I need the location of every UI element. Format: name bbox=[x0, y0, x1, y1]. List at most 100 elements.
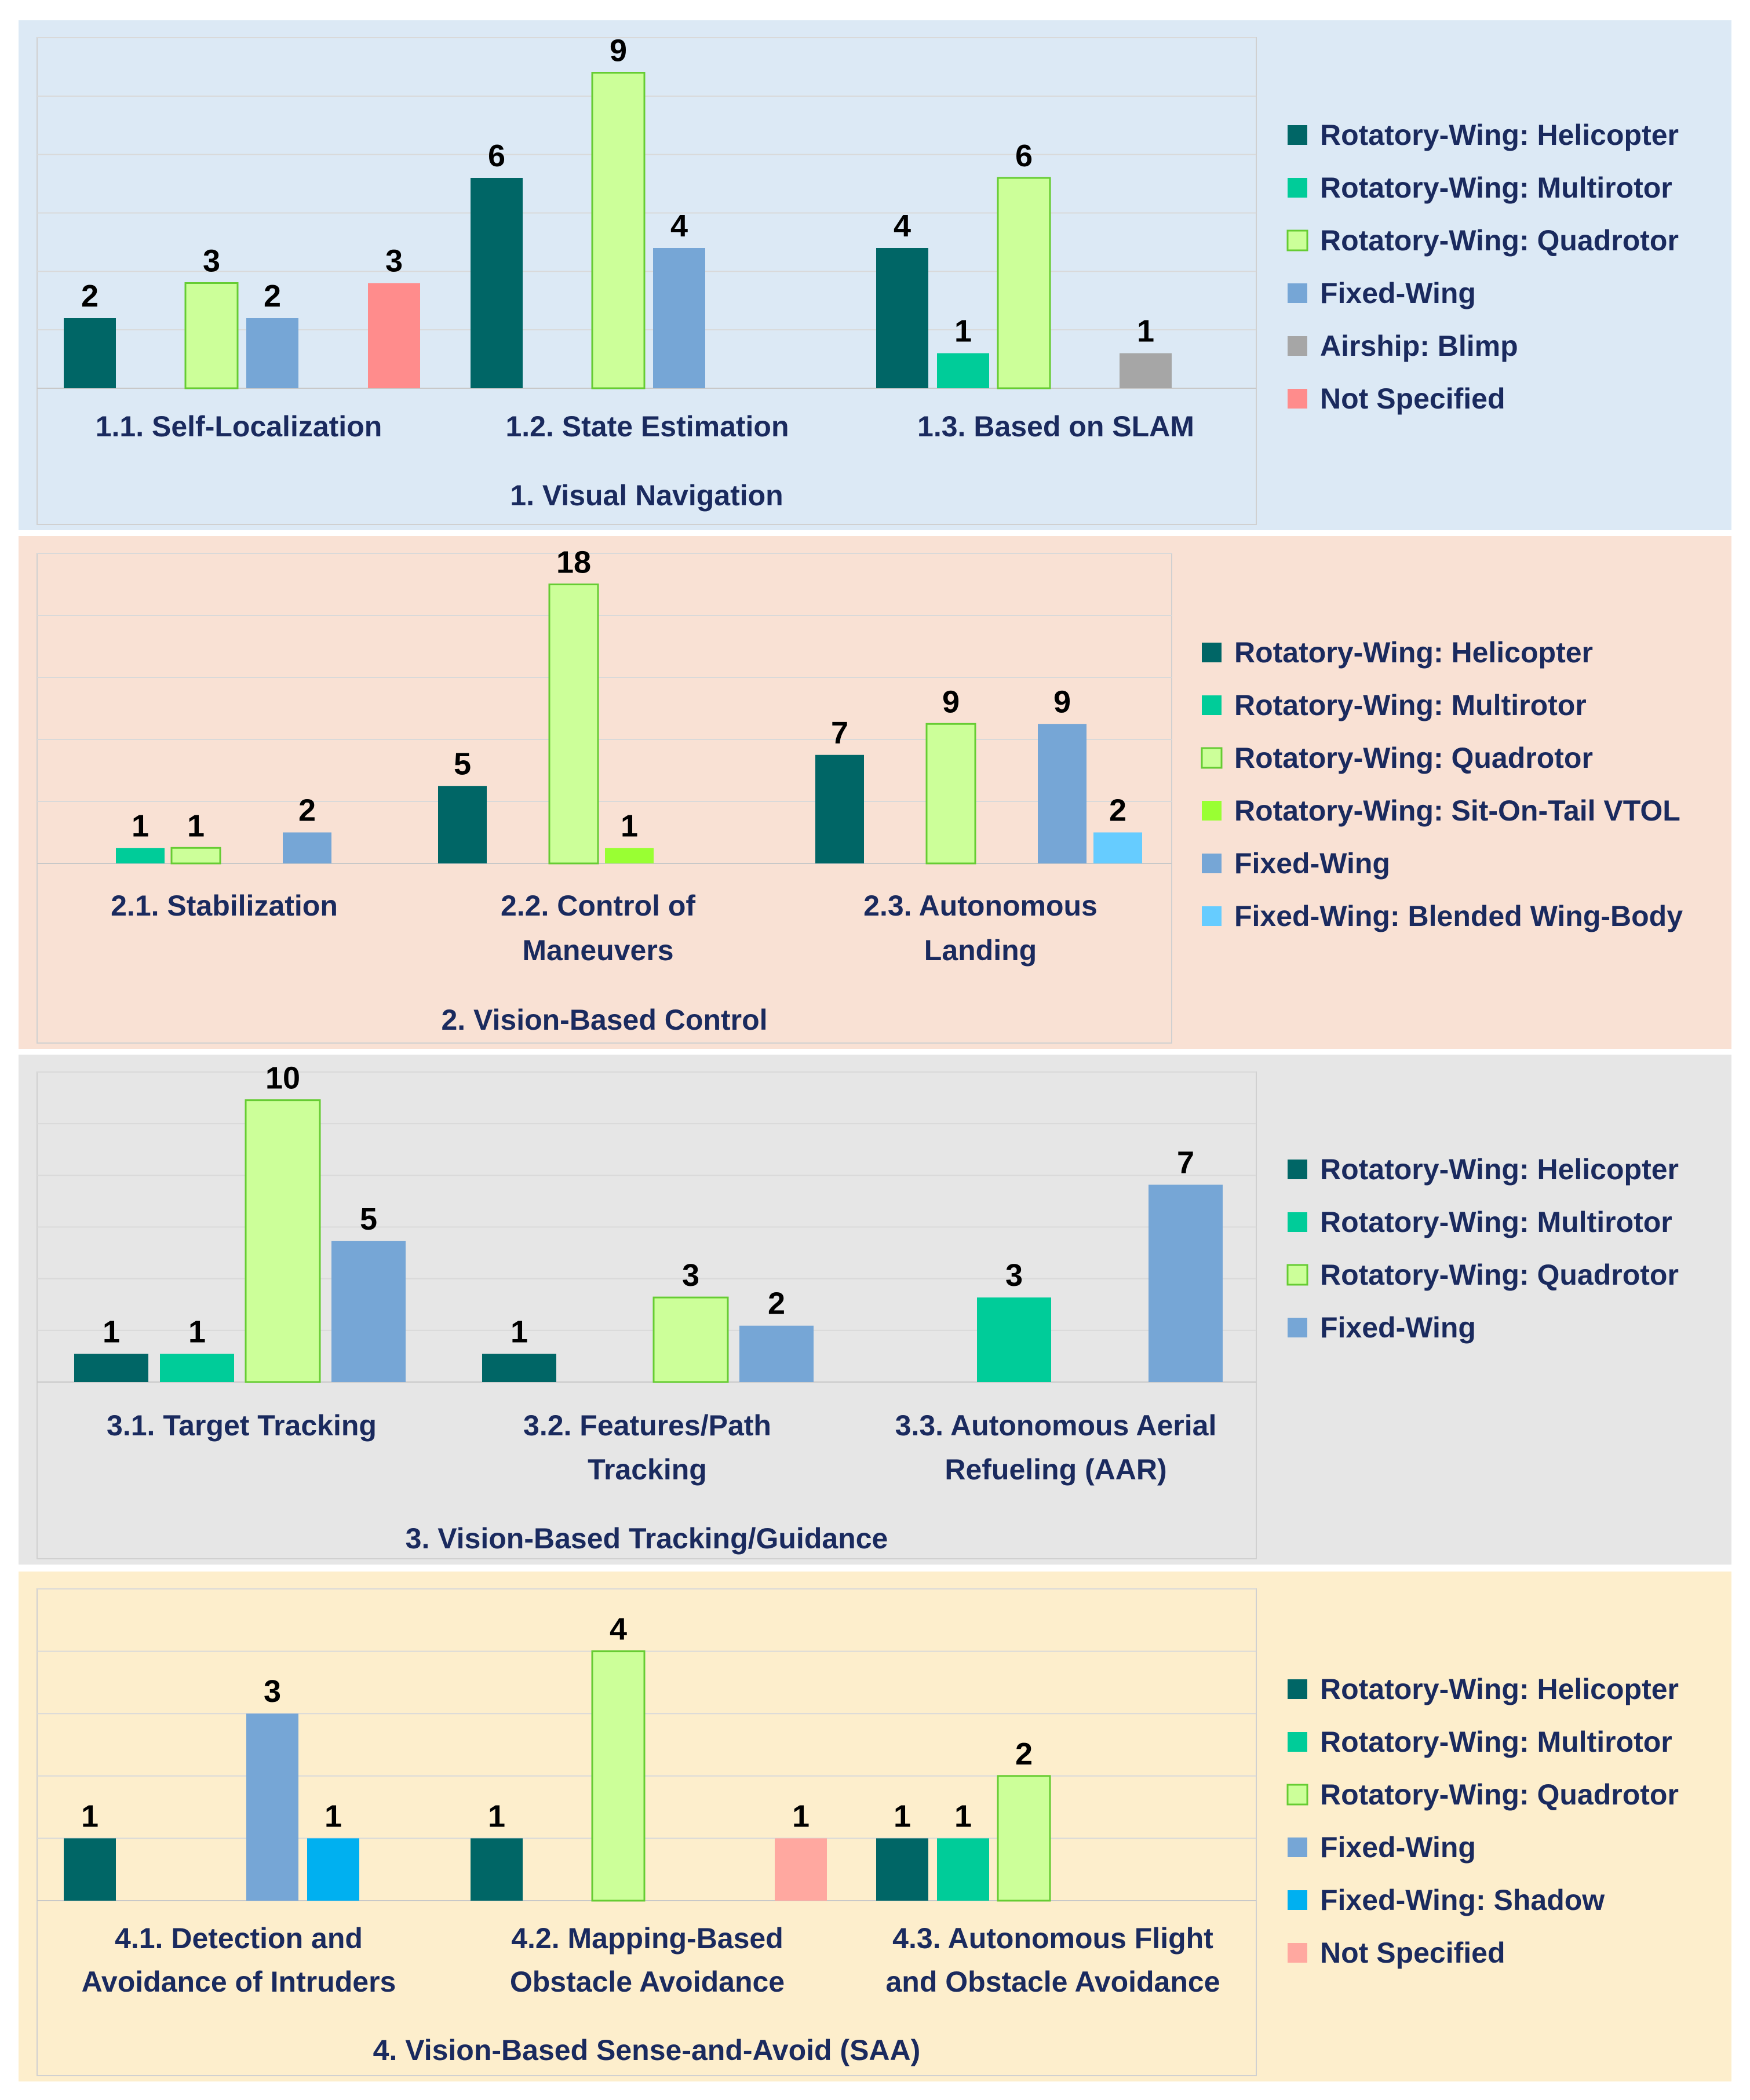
legend-label: Rotatory-Wing: Helicopter bbox=[1320, 1673, 1679, 1705]
data-label: 1 bbox=[488, 1799, 505, 1833]
legend-swatch bbox=[1288, 389, 1307, 409]
category-label: 2.1. Stabilization bbox=[111, 889, 338, 922]
data-label: 5 bbox=[454, 746, 471, 781]
chart-title: 4. Vision-Based Sense-and-Avoid (SAA) bbox=[373, 2034, 921, 2066]
category-label: 1.3. Based on SLAM bbox=[917, 410, 1194, 443]
legend-label: Not Specified bbox=[1320, 1937, 1505, 1969]
legend-label: Rotatory-Wing: Multirotor bbox=[1320, 1726, 1672, 1758]
legend-swatch bbox=[1202, 801, 1222, 821]
data-label: 1 bbox=[103, 1314, 120, 1349]
chart-title: 3. Vision-Based Tracking/Guidance bbox=[406, 1522, 888, 1555]
panel-vision-based-saa: 1 3 1 1 4 1 1 1 2 4.1. Detection and Avoidance of … bbox=[19, 1572, 1731, 2081]
legend-label: Fixed-Wing bbox=[1320, 1311, 1476, 1344]
legend-label: Rotatory-Wing: Helicopter bbox=[1320, 1153, 1679, 1186]
bar-rotatory-wing-helicopter-3 bbox=[876, 248, 928, 388]
bar-rotatory-wing-multirotor-1 bbox=[160, 1354, 234, 1382]
legend-swatch bbox=[1288, 283, 1307, 303]
data-label: 2 bbox=[264, 279, 281, 313]
data-label: 9 bbox=[610, 34, 627, 68]
legend-label: Fixed-Wing: Shadow bbox=[1320, 1884, 1605, 1916]
plot-frame bbox=[37, 1588, 1257, 2076]
category-label: 1.1. Self-Localization bbox=[96, 410, 382, 443]
bar-rotatory-wing-helicopter-2 bbox=[471, 178, 523, 388]
legend-swatch bbox=[1201, 747, 1223, 769]
legend-swatch bbox=[1288, 125, 1307, 145]
bar-fixed-wing-1 bbox=[283, 832, 331, 863]
data-label: 1 bbox=[621, 808, 638, 843]
legend-label: Rotatory-Wing: Helicopter bbox=[1234, 636, 1593, 669]
data-label: 3 bbox=[203, 244, 220, 279]
bar-rotatory-wing-helicopter-1 bbox=[64, 1838, 116, 1901]
panel-vision-based-tracking: 1 1 10 5 1 3 2 3 7 3.1. Target Tracking 3.2. Featu… bbox=[19, 1055, 1731, 1565]
bar-rotatory-wing-quadrotor-2 bbox=[652, 1296, 729, 1383]
legend-swatch bbox=[1202, 906, 1222, 926]
legend-swatch bbox=[1288, 1732, 1307, 1752]
bar-fixed-wing-1 bbox=[331, 1241, 406, 1382]
plot-frame bbox=[37, 1071, 1257, 1559]
plot-frame bbox=[37, 37, 1257, 525]
bar-rotatory-wing-multirotor-3 bbox=[937, 353, 989, 388]
legend-swatch bbox=[1288, 1890, 1307, 1910]
bar-rotatory-wing-helicopter-2 bbox=[482, 1354, 556, 1382]
legend-swatch bbox=[1286, 229, 1308, 251]
legend-label: Not Specified bbox=[1320, 382, 1505, 415]
legend-label: Rotatory-Wing: Sit-On-Tail VTOL bbox=[1234, 794, 1680, 827]
data-label: 5 bbox=[360, 1202, 377, 1237]
category-label: 3.1. Target Tracking bbox=[107, 1409, 377, 1442]
legend-swatch bbox=[1288, 1318, 1307, 1337]
legend-swatch bbox=[1288, 1212, 1307, 1232]
data-label: 3 bbox=[1005, 1258, 1023, 1293]
bar-rotatory-wing-helicopter-2 bbox=[438, 786, 487, 863]
bar-rotatory-wing-quadrotor-1 bbox=[170, 847, 221, 865]
bar-rotatory-wing-helicopter-2 bbox=[471, 1838, 523, 1901]
panel-visual-navigation: 2 3 2 3 6 9 4 4 1 6 1 1.1. Self-Localization 1.2. St… bbox=[19, 20, 1731, 530]
legend-label: Rotatory-Wing: Multirotor bbox=[1234, 689, 1587, 721]
data-label: 10 bbox=[265, 1061, 300, 1096]
data-label: 1 bbox=[954, 314, 972, 349]
legend-swatch bbox=[1202, 643, 1222, 662]
data-label: 1 bbox=[325, 1799, 342, 1833]
data-label: 1 bbox=[81, 1799, 99, 1833]
legend-swatch bbox=[1202, 695, 1222, 715]
bar-fixed-wing-1 bbox=[246, 318, 298, 388]
legend-label: Rotatory-Wing: Quadrotor bbox=[1320, 1778, 1679, 1811]
data-label: 6 bbox=[488, 138, 505, 173]
data-label: 1 bbox=[1137, 314, 1154, 349]
bar-rotatory-wing-quadrotor-3 bbox=[997, 1775, 1051, 1902]
category-label: 3.3. Autonomous Aerial Refueling (AAR) bbox=[895, 1409, 1217, 1486]
data-label: 7 bbox=[831, 716, 848, 750]
data-label: 2 bbox=[81, 279, 99, 313]
bar-fixed-wing-shadow-1 bbox=[307, 1838, 359, 1901]
data-label: 1 bbox=[954, 1799, 972, 1833]
category-label: 1.2. State Estimation bbox=[505, 410, 789, 443]
data-label: 1 bbox=[894, 1799, 911, 1833]
legend-label: Rotatory-Wing: Quadrotor bbox=[1234, 742, 1593, 774]
bar-rotatory-wing-quadrotor-1 bbox=[245, 1099, 321, 1383]
data-label: 2 bbox=[768, 1286, 785, 1321]
data-label: 1 bbox=[188, 1314, 206, 1349]
legend-swatch bbox=[1286, 1264, 1308, 1286]
bar-rotatory-wing-multirotor-3 bbox=[937, 1838, 989, 1901]
bar-fixed-wing-blended-wing-body-3 bbox=[1093, 832, 1142, 863]
category-label: 2.2. Control of Maneuvers bbox=[501, 889, 695, 967]
legend-label: Rotatory-Wing: Multirotor bbox=[1320, 172, 1672, 204]
data-label: 3 bbox=[385, 244, 403, 279]
panel-vision-based-control: 1 1 2 5 18 1 7 9 9 2 2.1. Stabilization 2.2. Contro… bbox=[19, 536, 1731, 1049]
data-label: 4 bbox=[894, 209, 911, 243]
category-label: 4.3. Autonomous Flight and Obstacle Avoid… bbox=[885, 1922, 1220, 1998]
bar-not-specified-1 bbox=[368, 283, 420, 388]
legend-label: Fixed-Wing bbox=[1320, 277, 1476, 309]
legend-label: Rotatory-Wing: Quadrotor bbox=[1320, 224, 1679, 257]
bar-airship-blimp-3 bbox=[1120, 353, 1172, 388]
data-label: 4 bbox=[610, 1612, 627, 1647]
data-label: 1 bbox=[132, 808, 149, 843]
legend-label: Fixed-Wing: Blended Wing-Body bbox=[1234, 900, 1683, 932]
legend-swatch bbox=[1202, 854, 1222, 873]
legend-label: Fixed-Wing bbox=[1234, 847, 1390, 880]
bar-rotatory-wing-sit-on-tail-vtol-2 bbox=[605, 848, 654, 863]
category-label: 4.2. Mapping-Based Obstacle Avoidance bbox=[510, 1922, 785, 1998]
legend-label: Airship: Blimp bbox=[1320, 330, 1518, 362]
bar-fixed-wing-2 bbox=[739, 1325, 814, 1382]
category-label: 3.2. Features/Path Tracking bbox=[523, 1409, 771, 1486]
data-label: 3 bbox=[264, 1674, 281, 1709]
